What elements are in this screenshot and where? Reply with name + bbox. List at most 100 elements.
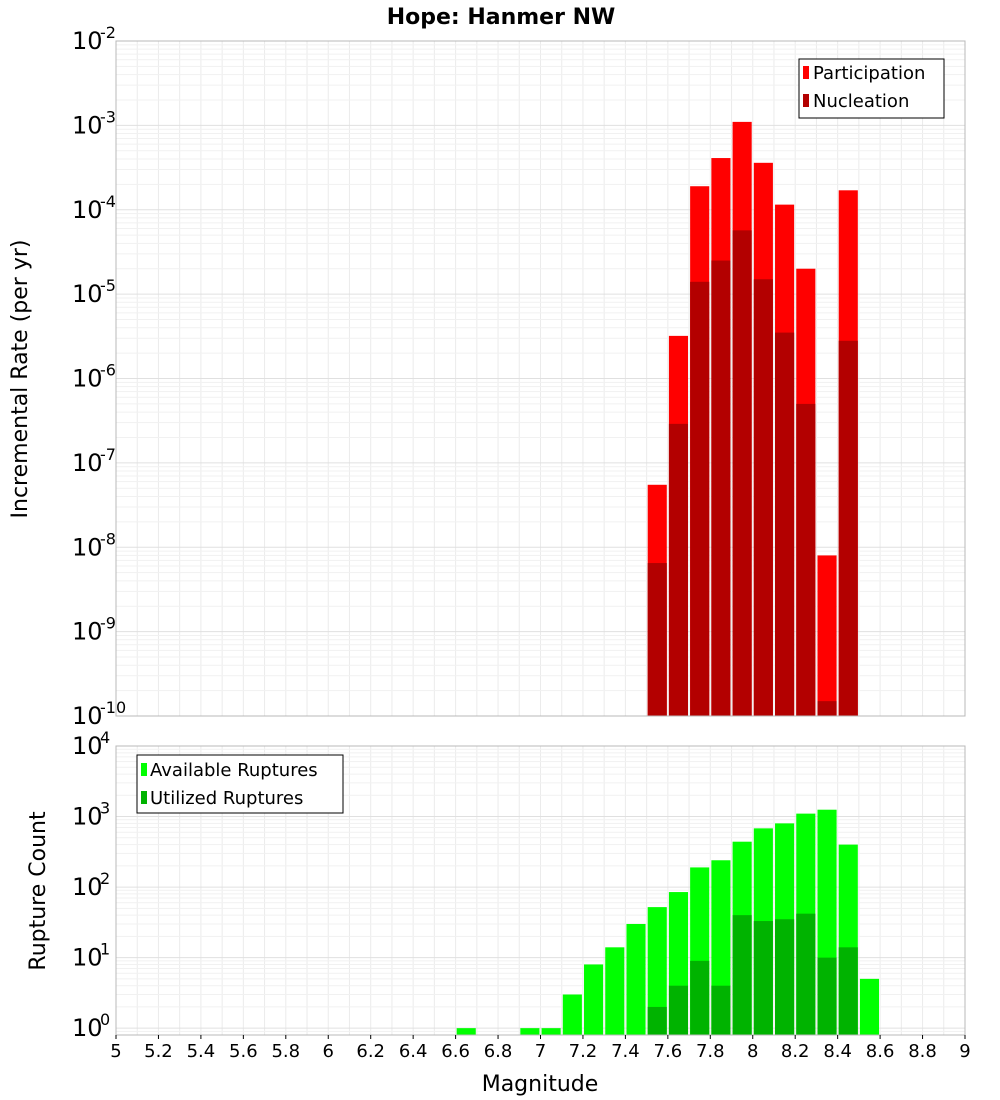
x-ticks: 5 5.2 5.4 5.6 5.8 6 6.2 6.4 6.6 6.8 7 7.2 7.4 7.6 7.8 8… xyxy=(110,1035,971,1062)
y-tick-label: 10 xyxy=(72,803,103,831)
y-tick-label: 10 xyxy=(72,1014,103,1042)
bar-available-ruptures xyxy=(647,907,667,1035)
bar-nucleation xyxy=(732,230,752,716)
bar-available-ruptures xyxy=(584,964,604,1035)
bar-available-ruptures xyxy=(859,978,880,1035)
y-tick-exponent: -9 xyxy=(100,614,116,633)
top-plot-frame xyxy=(115,40,966,717)
y-tick-exponent: -10 xyxy=(100,698,126,717)
chart-title: Hope: Hanmer NW xyxy=(387,5,616,30)
legend-swatch-participation xyxy=(803,66,809,79)
bar-available-ruptures xyxy=(626,923,646,1035)
x-tick-label: 6 xyxy=(323,1041,334,1062)
x-tick-label: 5.2 xyxy=(144,1041,173,1062)
x-tick-label: 7.8 xyxy=(696,1041,725,1062)
top-legend-box xyxy=(798,58,945,119)
y-tick-label: 10 xyxy=(72,280,103,308)
legend-swatch-available-ruptures xyxy=(141,763,147,776)
bar-utilized-ruptures xyxy=(732,915,752,1035)
x-tick-label: 7 xyxy=(535,1041,546,1062)
x-tick-label: 7.4 xyxy=(611,1041,640,1062)
y-tick-label: 10 xyxy=(72,111,103,139)
bar-nucleation xyxy=(668,423,689,716)
bar-utilized-ruptures xyxy=(796,913,816,1035)
bar-nucleation xyxy=(711,260,731,716)
bottom-legend: Available Ruptures Utilized Ruptures xyxy=(136,754,344,814)
y-tick-label: 10 xyxy=(72,732,103,760)
y-tick-exponent: -7 xyxy=(100,445,116,464)
bar-nucleation xyxy=(775,332,795,716)
x-tick-label: 8.4 xyxy=(823,1041,852,1062)
bar-utilized-ruptures xyxy=(775,919,795,1035)
x-tick-label: 5.6 xyxy=(229,1041,258,1062)
x-tick-label: 8 xyxy=(747,1041,758,1062)
y-tick-exponent: -3 xyxy=(100,107,116,126)
bar-nucleation xyxy=(796,403,816,716)
bar-available-ruptures xyxy=(562,994,582,1035)
x-tick-label: 6.8 xyxy=(484,1041,513,1062)
top-y-ticks: 10-210-310-410-510-610-710-810-910-10 xyxy=(72,23,126,730)
x-tick-label: 5 xyxy=(110,1041,121,1062)
top-y-axis-label: Incremental Rate (per yr) xyxy=(8,240,33,519)
bottom-legend-box xyxy=(136,754,344,814)
top-grid xyxy=(115,41,966,717)
x-tick-label: 6.6 xyxy=(441,1041,470,1062)
bar-nucleation xyxy=(817,701,837,716)
y-tick-exponent: -5 xyxy=(100,276,116,295)
y-tick-label: 10 xyxy=(72,944,103,972)
legend-label-nucleation: Nucleation xyxy=(813,91,909,112)
x-tick-label: 8.2 xyxy=(781,1041,810,1062)
top-legend: Participation Nucleation xyxy=(798,58,945,119)
y-tick-label: 10 xyxy=(72,196,103,224)
x-tick-label: 7.6 xyxy=(654,1041,683,1062)
legend-swatch-nucleation xyxy=(803,94,809,107)
y-tick-label: 10 xyxy=(72,365,103,393)
bar-available-ruptures xyxy=(456,1028,476,1035)
bar-utilized-ruptures xyxy=(647,1006,667,1035)
legend-label-participation: Participation xyxy=(813,63,925,84)
y-tick-exponent: 3 xyxy=(100,799,110,818)
y-tick-label: 10 xyxy=(72,702,103,730)
y-tick-label: 10 xyxy=(72,449,103,477)
y-tick-exponent: 1 xyxy=(100,940,110,959)
bar-nucleation xyxy=(838,340,858,716)
y-tick-exponent: -8 xyxy=(100,529,116,548)
x-tick-label: 6.2 xyxy=(356,1041,385,1062)
bar-nucleation xyxy=(690,281,710,716)
legend-label-utilized-ruptures: Utilized Ruptures xyxy=(150,788,303,809)
bar-utilized-ruptures xyxy=(690,960,710,1035)
y-tick-exponent: 4 xyxy=(100,728,110,747)
y-tick-label: 10 xyxy=(72,533,103,561)
bar-utilized-ruptures xyxy=(817,957,837,1035)
bar-available-ruptures xyxy=(541,1028,561,1035)
bar-nucleation xyxy=(753,279,773,716)
bar-utilized-ruptures xyxy=(753,921,773,1035)
y-tick-exponent: 2 xyxy=(100,869,110,888)
x-axis-label: Magnitude xyxy=(482,1072,599,1097)
bar-utilized-ruptures xyxy=(668,985,689,1035)
bottom-y-axis-label: Rupture Count xyxy=(26,811,51,971)
y-tick-label: 10 xyxy=(72,27,103,55)
y-tick-exponent: -4 xyxy=(100,192,116,211)
bar-utilized-ruptures xyxy=(711,985,731,1035)
y-tick-exponent: 0 xyxy=(100,1010,110,1029)
x-tick-label: 8.6 xyxy=(866,1041,895,1062)
bar-nucleation xyxy=(647,563,667,716)
x-tick-label: 9 xyxy=(959,1041,970,1062)
x-tick-label: 6.4 xyxy=(399,1041,428,1062)
y-tick-exponent: -6 xyxy=(100,361,116,380)
x-tick-label: 8.8 xyxy=(908,1041,937,1062)
x-tick-label: 5.4 xyxy=(187,1041,216,1062)
bar-available-ruptures xyxy=(520,1028,540,1035)
top-bars xyxy=(647,121,858,717)
x-tick-label: 5.8 xyxy=(271,1041,300,1062)
bar-participation xyxy=(817,555,837,716)
bar-utilized-ruptures xyxy=(838,947,858,1035)
x-tick-label: 7.2 xyxy=(569,1041,598,1062)
legend-label-available-ruptures: Available Ruptures xyxy=(150,760,318,781)
y-tick-label: 10 xyxy=(72,618,103,646)
legend-swatch-utilized-ruptures xyxy=(141,791,147,804)
bottom-bars xyxy=(456,809,880,1035)
